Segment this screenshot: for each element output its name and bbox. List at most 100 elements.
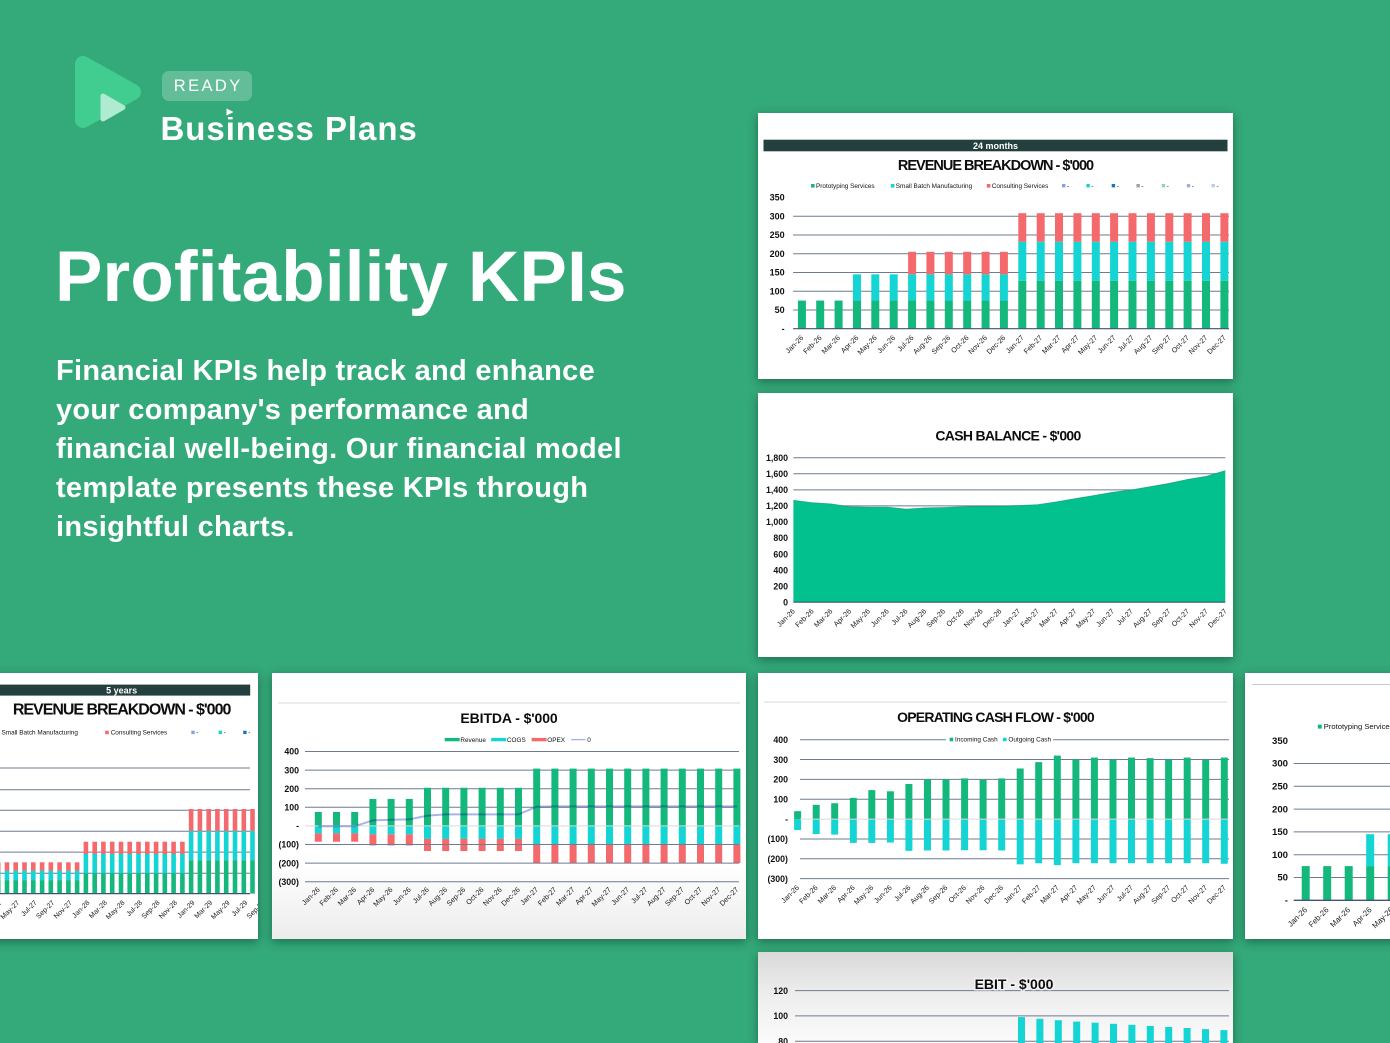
svg-text:300: 300 [284,765,299,775]
svg-text:Nov-27: Nov-27 [53,899,74,920]
svg-text:Mar-27: Mar-27 [1037,607,1059,629]
svg-text:Nov-26: Nov-26 [481,885,504,908]
svg-text:-: - [1167,183,1169,190]
svg-text:Small Batch Manufacturing: Small Batch Manufacturing [2,729,79,736]
svg-text:Sep-29: Sep-29 [246,899,258,920]
svg-text:Dec-27: Dec-27 [1205,333,1228,356]
svg-text:Jun-27: Jun-27 [1096,333,1118,355]
svg-text:Dec-27: Dec-27 [1205,883,1228,906]
svg-text:May-26: May-26 [849,607,872,630]
svg-text:OPERATING CASH FLOW - $'000: OPERATING CASH FLOW - $'000 [897,709,1095,725]
svg-text:Sep-26: Sep-26 [929,333,952,356]
svg-text:-: - [296,821,299,831]
svg-text:May-26: May-26 [855,333,878,356]
svg-text:Jan-26: Jan-26 [775,607,797,629]
svg-text:May-27: May-27 [0,899,21,921]
svg-text:EBIT - $'000: EBIT - $'000 [975,975,1054,991]
svg-text:Jun-27: Jun-27 [1095,883,1117,905]
svg-text:CASH BALANCE - $'000: CASH BALANCE - $'000 [935,427,1081,443]
svg-text:Jan-27: Jan-27 [1000,607,1022,629]
svg-text:Feb-26: Feb-26 [801,333,823,355]
svg-text:Jan-27: Jan-27 [1002,883,1024,905]
svg-text:Sep-27: Sep-27 [663,885,686,908]
svg-text:May-27: May-27 [1075,883,1098,906]
svg-text:Mar-26: Mar-26 [336,885,358,907]
svg-text:Dec-27: Dec-27 [718,885,741,908]
svg-text:Aug-27: Aug-27 [1131,883,1154,906]
svg-text:800: 800 [773,533,788,543]
svg-text:Sep-26: Sep-26 [927,883,950,906]
svg-text:Dec-27: Dec-27 [1206,607,1229,630]
svg-text:Feb-27: Feb-27 [1018,607,1040,629]
svg-text:Sep-27: Sep-27 [1149,883,1172,906]
svg-text:100: 100 [284,803,299,813]
svg-text:May-26: May-26 [371,885,394,908]
svg-text:-: - [1091,183,1093,190]
svg-text:1,000: 1,000 [766,517,788,527]
svg-text:-: - [248,729,250,736]
svg-text:100: 100 [1272,849,1288,860]
svg-text:Jan-26: Jan-26 [1286,905,1309,928]
svg-text:Aug-27: Aug-27 [1132,333,1155,356]
svg-text:Small Batch Manufacturing: Small Batch Manufacturing [896,183,973,190]
svg-text:Jun-26: Jun-26 [869,607,891,629]
svg-text:(100): (100) [278,840,299,850]
svg-text:May-29: May-29 [210,899,232,921]
svg-text:150: 150 [1272,827,1288,838]
svg-text:Aug-27: Aug-27 [1131,607,1154,630]
svg-text:Feb-27: Feb-27 [1020,883,1042,905]
svg-text:300: 300 [770,211,785,221]
svg-text:Dec-26: Dec-26 [499,885,522,908]
svg-text:Mar-26: Mar-26 [1328,905,1352,929]
svg-text:Feb-26: Feb-26 [1307,905,1331,929]
svg-text:May-28: May-28 [105,899,127,921]
svg-text:100: 100 [773,795,788,805]
svg-text:200: 200 [284,784,299,794]
svg-text:(300): (300) [767,874,788,884]
svg-text:COGS: COGS [507,737,526,744]
svg-text:Mar-26: Mar-26 [812,607,834,629]
svg-text:Sep-27: Sep-27 [1150,333,1173,356]
svg-text:-: - [1067,183,1069,190]
svg-text:Sep-28: Sep-28 [141,899,162,920]
svg-text:Sep-27: Sep-27 [1150,607,1173,630]
svg-text:200: 200 [1272,804,1288,815]
svg-text:Jan-26: Jan-26 [300,885,322,907]
svg-text:100: 100 [770,286,785,296]
svg-text:0: 0 [783,597,788,607]
svg-text:Aug-27: Aug-27 [645,885,668,908]
svg-text:150: 150 [770,268,785,278]
svg-text:Nov-27: Nov-27 [699,885,722,908]
svg-text:Aug-26: Aug-26 [908,883,931,906]
svg-text:Jun-26: Jun-26 [875,333,897,355]
svg-text:-: - [1117,183,1119,190]
svg-text:-: - [1192,183,1194,190]
svg-text:Jan-26: Jan-26 [783,333,805,355]
svg-text:5 years: 5 years [106,685,137,695]
svg-text:Revenue: Revenue [460,737,486,744]
svg-text:May-27: May-27 [590,885,613,908]
svg-text:Jun-26: Jun-26 [872,883,894,905]
svg-text:Aug-26: Aug-26 [911,333,934,356]
svg-text:Nov-27: Nov-27 [1187,607,1210,630]
svg-text:Mar-27: Mar-27 [1038,883,1060,905]
svg-text:200: 200 [773,581,788,591]
svg-text:0: 0 [587,737,591,744]
svg-text:Feb-27: Feb-27 [536,885,558,907]
svg-text:May-27: May-27 [1074,607,1097,630]
svg-text:Consulting Services: Consulting Services [111,729,167,736]
svg-text:120: 120 [773,985,788,995]
svg-text:Jun-27: Jun-27 [1094,607,1116,629]
svg-text:Nov-28: Nov-28 [158,899,179,920]
svg-text:Feb-26: Feb-26 [317,885,339,907]
svg-text:600: 600 [773,549,788,559]
svg-text:Dec-26: Dec-26 [982,883,1005,906]
svg-text:Aug-26: Aug-26 [905,607,928,630]
svg-text:300: 300 [1272,758,1288,769]
svg-text:REVENUE BREAKDOWN - $'000: REVENUE BREAKDOWN - $'000 [13,701,232,718]
svg-text:Jun-27: Jun-27 [609,885,631,907]
svg-text:Nov-26: Nov-26 [962,607,985,630]
svg-text:350: 350 [1272,735,1288,746]
svg-text:Incoming Cash: Incoming Cash [955,737,998,744]
svg-text:250: 250 [770,230,785,240]
